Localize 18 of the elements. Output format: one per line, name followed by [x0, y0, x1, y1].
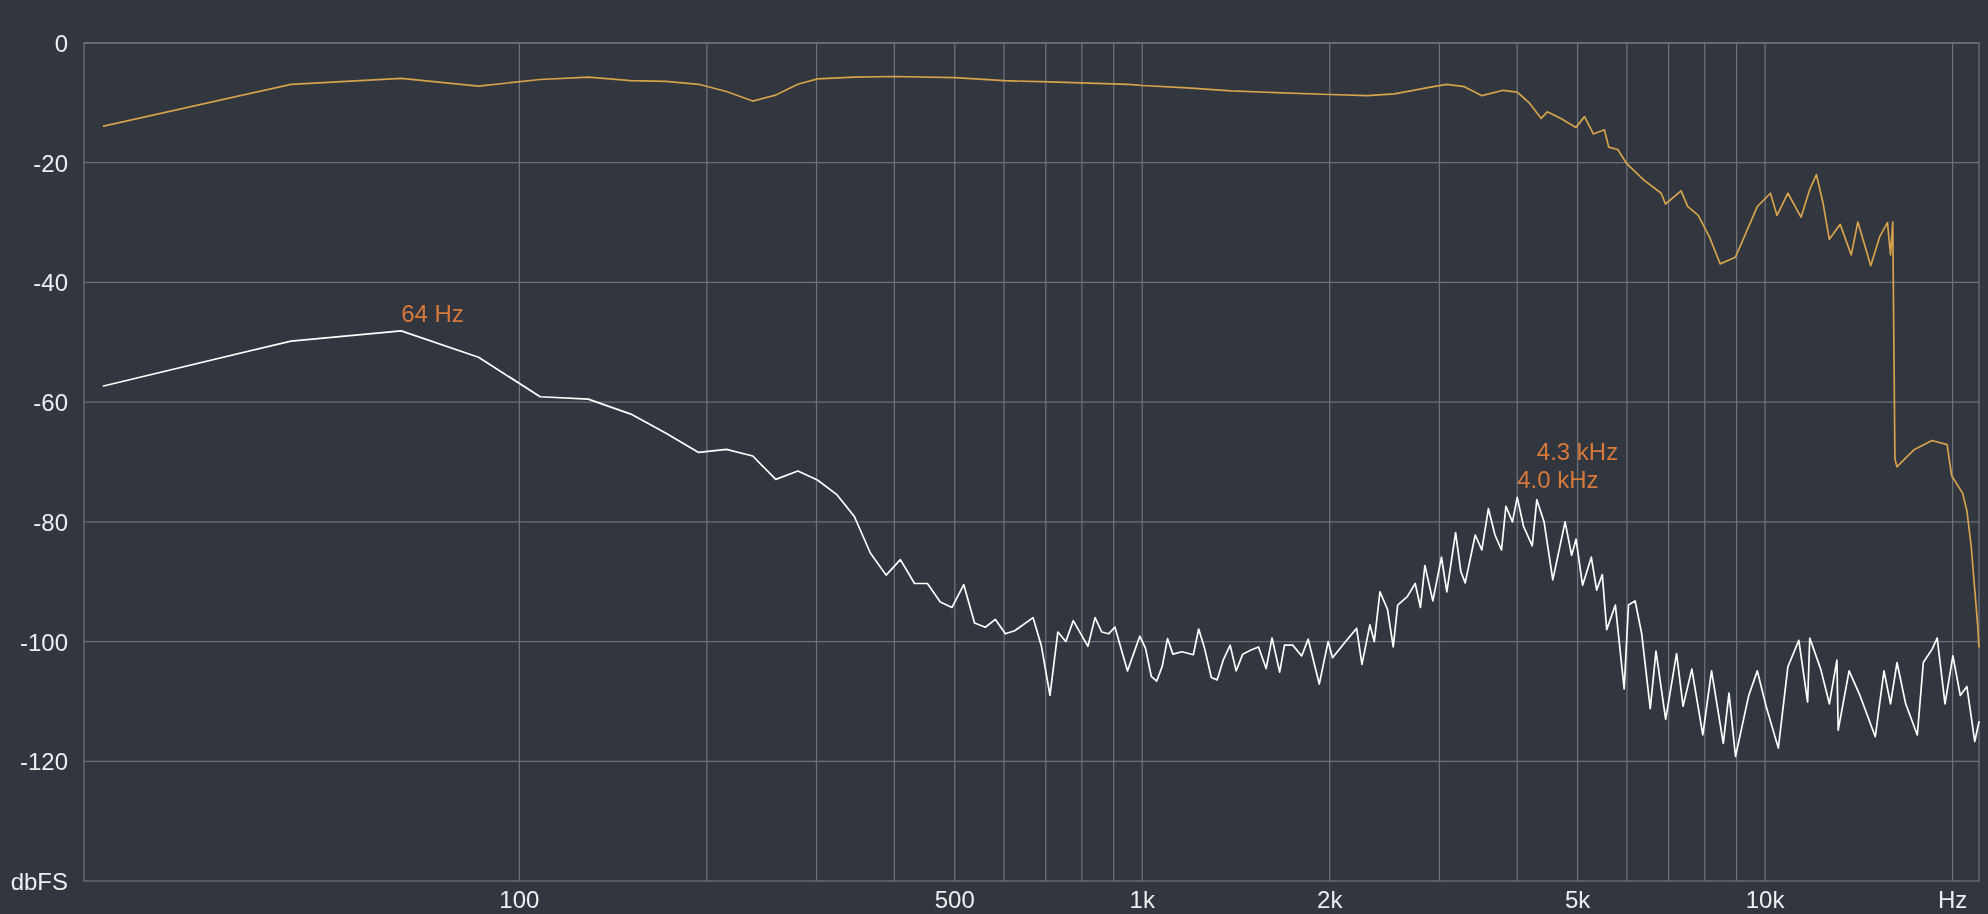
annotation: 64 Hz: [401, 299, 464, 327]
y-tick-label: -80: [33, 508, 68, 536]
y-tick-label: -40: [33, 268, 68, 296]
y-tick-label: 0: [54, 29, 68, 57]
x-tick-label: 2k: [1317, 886, 1344, 913]
x-tick-label: 1k: [1129, 886, 1156, 913]
x-tick-label: 500: [934, 886, 975, 913]
x-tick-label: 10k: [1745, 886, 1786, 913]
annotation: 4.0 kHz: [1517, 466, 1599, 494]
y-tick-label: -20: [33, 149, 68, 177]
y-tick-label: -120: [19, 747, 68, 775]
x-axis-title: Hz: [1937, 886, 1968, 913]
y-tick-label: -60: [33, 388, 68, 416]
y-tick-label: -100: [19, 628, 68, 656]
x-tick-label: 100: [499, 886, 540, 913]
annotation: 4.3 kHz: [1536, 438, 1619, 466]
x-tick-label: 5k: [1564, 886, 1592, 913]
y-axis-title: dbFS: [10, 867, 68, 895]
